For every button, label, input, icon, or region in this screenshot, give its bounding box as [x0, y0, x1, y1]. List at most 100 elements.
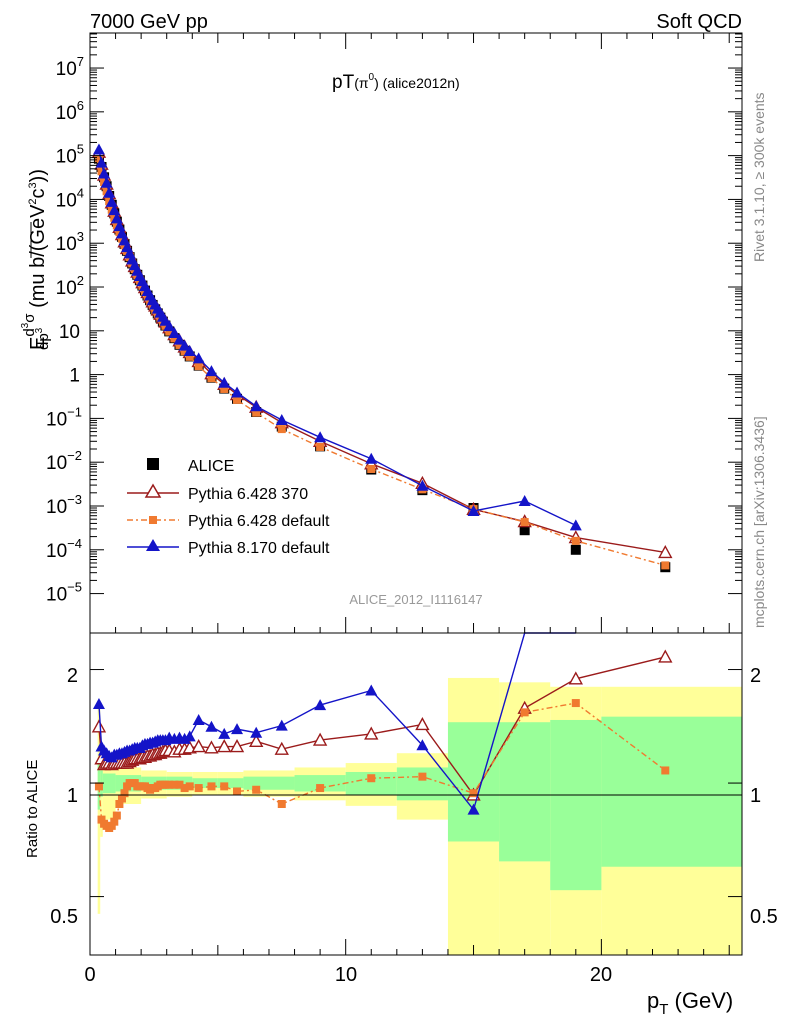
rivet-version-label: Rivet 3.1.10, ≥ 300k events: [751, 92, 767, 262]
ratio-point: [218, 727, 231, 739]
ratio-point: [204, 740, 219, 754]
ratio-point: [170, 780, 179, 789]
band-green-bin: [192, 778, 218, 789]
data-point: [192, 352, 205, 364]
data-point: [103, 186, 116, 198]
band-green-bin: [345, 771, 397, 795]
ratio-point: [415, 717, 430, 731]
data-point: [205, 365, 218, 377]
ylabel-unit-a: (mu b/(GeV: [27, 204, 49, 314]
ratio-point: [117, 794, 126, 803]
data-point: [416, 479, 429, 491]
ratio-tick-left-2: 2: [67, 665, 78, 687]
main-y-axis-label: Ed3σ (mu b/(GeV2c3)): [20, 169, 49, 350]
energy-label: 7000 GeV pp: [90, 11, 208, 33]
ratio-tick-right-2: 2: [750, 665, 761, 687]
data-point: [569, 519, 582, 531]
band-green-bin: [294, 775, 346, 792]
band-green-bin: [243, 776, 295, 790]
ylabel-numerator-sup: 3: [20, 322, 31, 328]
y-tick-label: 10−5: [46, 580, 82, 606]
ratio-point: [275, 719, 288, 731]
ylabel-unit-sup2: 3: [27, 182, 39, 188]
y-tick-label: 10−4: [46, 536, 82, 562]
data-point: [367, 464, 376, 473]
x-tick-label-0: 0: [84, 964, 95, 986]
y-tick-exponent: −1: [67, 404, 82, 419]
data-point: [165, 327, 174, 336]
ratio-line-1: [98, 702, 666, 829]
plot-title-superscript: 0: [369, 72, 375, 83]
data-point: [97, 167, 106, 176]
legend-label-alice: ALICE: [188, 458, 234, 475]
ratio-point: [180, 784, 189, 793]
band-green-bin: [102, 773, 116, 794]
plot-title-tail: ) (alice2012n): [374, 75, 460, 91]
ratio-point: [312, 732, 328, 746]
xlabel-p: p: [647, 988, 659, 1013]
data-point: [467, 504, 480, 516]
data-point: [173, 333, 186, 345]
ylabel-numerator-tail: σ: [21, 313, 38, 323]
legend-marker-pythia6-default: [149, 516, 157, 524]
data-point: [98, 167, 111, 179]
y-tick-exponent: −3: [67, 492, 82, 507]
ratio-point: [112, 811, 121, 820]
data-point: [275, 413, 288, 425]
ratio-y-axis-label: Ratio to ALICE: [24, 760, 41, 858]
ratio-point: [107, 821, 116, 830]
y-tick-exponent: 5: [77, 142, 84, 157]
ratio-point: [207, 782, 216, 791]
y-tick-label: 107: [56, 54, 84, 80]
data-point: [570, 544, 581, 555]
data-point: [183, 345, 196, 357]
ratio-point: [314, 699, 327, 711]
band-green-bin: [550, 719, 602, 891]
band-green-bin: [447, 722, 500, 842]
ratio-point: [277, 800, 286, 809]
plot-title-particle: (π: [354, 75, 369, 91]
band-yellow-bin: [97, 706, 101, 914]
data-point: [365, 452, 378, 464]
data-point: [117, 234, 126, 243]
ratio-point: [192, 713, 205, 725]
data-point: [233, 395, 242, 404]
data-point: [185, 352, 194, 361]
ratio-panel-series: [91, 632, 673, 833]
y-tick-exponent: 6: [77, 98, 84, 113]
data-point: [170, 334, 179, 343]
data-point: [277, 425, 286, 434]
y-tick-exponent: 7: [77, 54, 84, 69]
ratio-point: [194, 784, 203, 793]
data-point: [218, 376, 231, 388]
legend-label-pythia6-370: Pythia 6.428 370: [188, 486, 308, 503]
legend: ALICE Pythia 6.428 370 Pythia 6.428 defa…: [127, 458, 330, 557]
data-point: [180, 347, 189, 356]
data-point: [658, 544, 673, 559]
x-tick-label-10: 10: [335, 964, 357, 986]
data-point: [105, 195, 118, 207]
ratio-tick-right-1: 1: [750, 785, 761, 807]
ratio-point: [229, 739, 245, 753]
legend-marker-pythia8: [146, 539, 160, 551]
legend-label-pythia8: Pythia 8.170 default: [188, 540, 330, 557]
ylabel-unit-c: )): [27, 169, 49, 182]
data-point: [94, 155, 103, 164]
data-point: [250, 400, 263, 412]
y-tick-label: 10−1: [46, 404, 82, 430]
ratio-point: [364, 726, 379, 740]
y-tick-label: 106: [56, 98, 84, 124]
y-tick-exponent: −4: [67, 536, 82, 551]
data-point: [175, 340, 184, 349]
axis-ticks: [89, 33, 742, 955]
ratio-tick-right-0.5: 0.5: [750, 906, 778, 928]
data-point: [518, 495, 531, 507]
data-point: [661, 561, 670, 570]
xlabel-T: T: [659, 1001, 668, 1018]
mcplots-label: mcplots.cern.ch [arXiv:1306.3436]: [751, 416, 767, 628]
ratio-point: [120, 789, 129, 798]
y-tick-label: 102: [56, 273, 84, 299]
ylabel-numerator: d: [21, 328, 38, 336]
data-point: [178, 339, 191, 351]
